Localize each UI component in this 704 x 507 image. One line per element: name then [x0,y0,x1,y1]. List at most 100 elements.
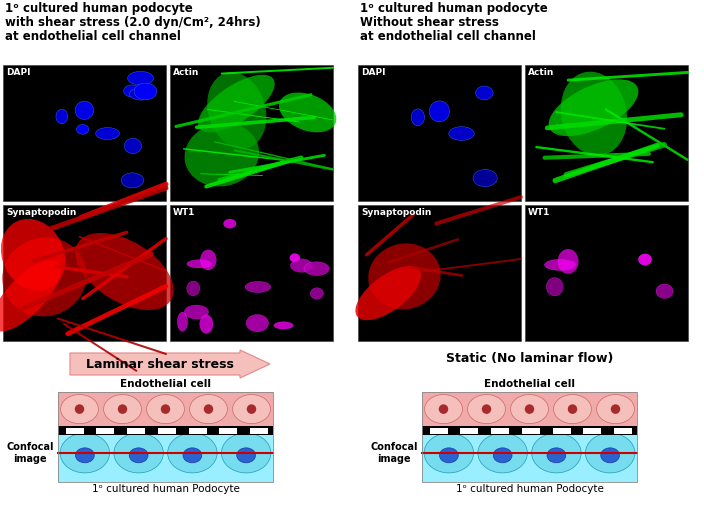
Ellipse shape [114,433,163,473]
Ellipse shape [96,128,120,139]
Ellipse shape [61,394,99,424]
Ellipse shape [482,404,491,414]
Text: with shear stress (2.0 dyn/Cm², 24hrs): with shear stress (2.0 dyn/Cm², 24hrs) [5,16,260,29]
Text: 1ᵒ cultured human Podocyte: 1ᵒ cultured human Podocyte [92,484,239,494]
Ellipse shape [558,249,578,273]
Ellipse shape [184,123,259,187]
Bar [583,427,601,434]
Ellipse shape [187,281,200,296]
Ellipse shape [611,404,620,414]
Ellipse shape [130,448,148,463]
Bar [460,427,479,434]
Ellipse shape [478,433,527,473]
Ellipse shape [201,250,216,270]
Ellipse shape [567,404,577,414]
Bar [422,435,637,482]
Bar [219,427,237,434]
Text: Actin: Actin [173,68,199,77]
Ellipse shape [247,404,256,414]
Ellipse shape [221,433,271,473]
Ellipse shape [494,448,512,463]
Ellipse shape [596,394,634,424]
Ellipse shape [586,433,635,473]
Ellipse shape [168,433,217,473]
Ellipse shape [0,261,61,332]
Bar [525,65,688,201]
Ellipse shape [200,315,213,334]
Ellipse shape [310,288,323,299]
Ellipse shape [60,433,110,473]
Bar [422,392,637,482]
Bar [358,65,521,201]
Ellipse shape [304,262,329,275]
Bar [3,205,166,341]
Ellipse shape [118,404,127,414]
Ellipse shape [124,85,139,97]
Text: Static (No laminar flow): Static (No laminar flow) [446,352,614,365]
Ellipse shape [130,88,152,100]
Bar [422,392,637,426]
Bar [65,427,84,434]
Ellipse shape [510,394,548,424]
Ellipse shape [448,127,474,140]
Ellipse shape [368,243,441,309]
Ellipse shape [639,254,652,265]
Ellipse shape [75,233,174,310]
Ellipse shape [553,394,591,424]
Ellipse shape [473,169,497,187]
Ellipse shape [75,101,94,120]
Text: Confocal
image: Confocal image [370,442,418,464]
Ellipse shape [291,259,313,272]
FancyArrow shape [70,350,270,378]
Ellipse shape [476,86,493,100]
Ellipse shape [161,404,170,414]
Ellipse shape [290,254,300,262]
Bar [170,65,333,201]
Text: 1ᵒ cultured human Podocyte: 1ᵒ cultured human Podocyte [455,484,603,494]
Text: WT1: WT1 [528,208,551,217]
Text: Laminar shear stress: Laminar shear stress [86,357,234,371]
Ellipse shape [356,266,421,320]
Text: Endothelial cell: Endothelial cell [484,379,575,389]
Ellipse shape [146,394,184,424]
Bar [189,427,206,434]
Text: at endothelial cell channel: at endothelial cell channel [360,30,536,43]
Ellipse shape [121,173,144,188]
Bar [614,427,632,434]
Ellipse shape [439,404,448,414]
Ellipse shape [547,448,566,463]
Bar [58,426,273,435]
Ellipse shape [237,448,256,463]
Ellipse shape [232,394,270,424]
Ellipse shape [429,101,449,122]
Bar [250,427,268,434]
Ellipse shape [77,125,89,134]
Text: 1ᵒ cultured human podocyte: 1ᵒ cultured human podocyte [5,2,193,15]
Ellipse shape [560,71,627,156]
Ellipse shape [245,281,271,293]
Bar [170,205,333,341]
Text: at endothelial cell channel: at endothelial cell channel [5,30,181,43]
Bar [358,205,521,341]
Bar [429,427,448,434]
Ellipse shape [183,448,202,463]
Ellipse shape [224,219,236,228]
Ellipse shape [203,404,213,414]
Ellipse shape [548,80,639,136]
Text: DAPI: DAPI [6,68,30,77]
Bar [58,435,273,482]
Bar [491,427,509,434]
Text: Endothelial cell: Endothelial cell [120,379,211,389]
Text: Confocal
image: Confocal image [6,442,54,464]
Bar [525,205,688,341]
Bar [3,65,166,201]
Ellipse shape [274,322,294,329]
Bar [158,427,176,434]
Ellipse shape [656,284,673,299]
Ellipse shape [75,448,94,463]
Bar [422,426,637,435]
Bar [58,392,273,426]
Ellipse shape [127,71,153,85]
Bar [553,427,571,434]
Text: Synaptopodin: Synaptopodin [6,208,76,217]
